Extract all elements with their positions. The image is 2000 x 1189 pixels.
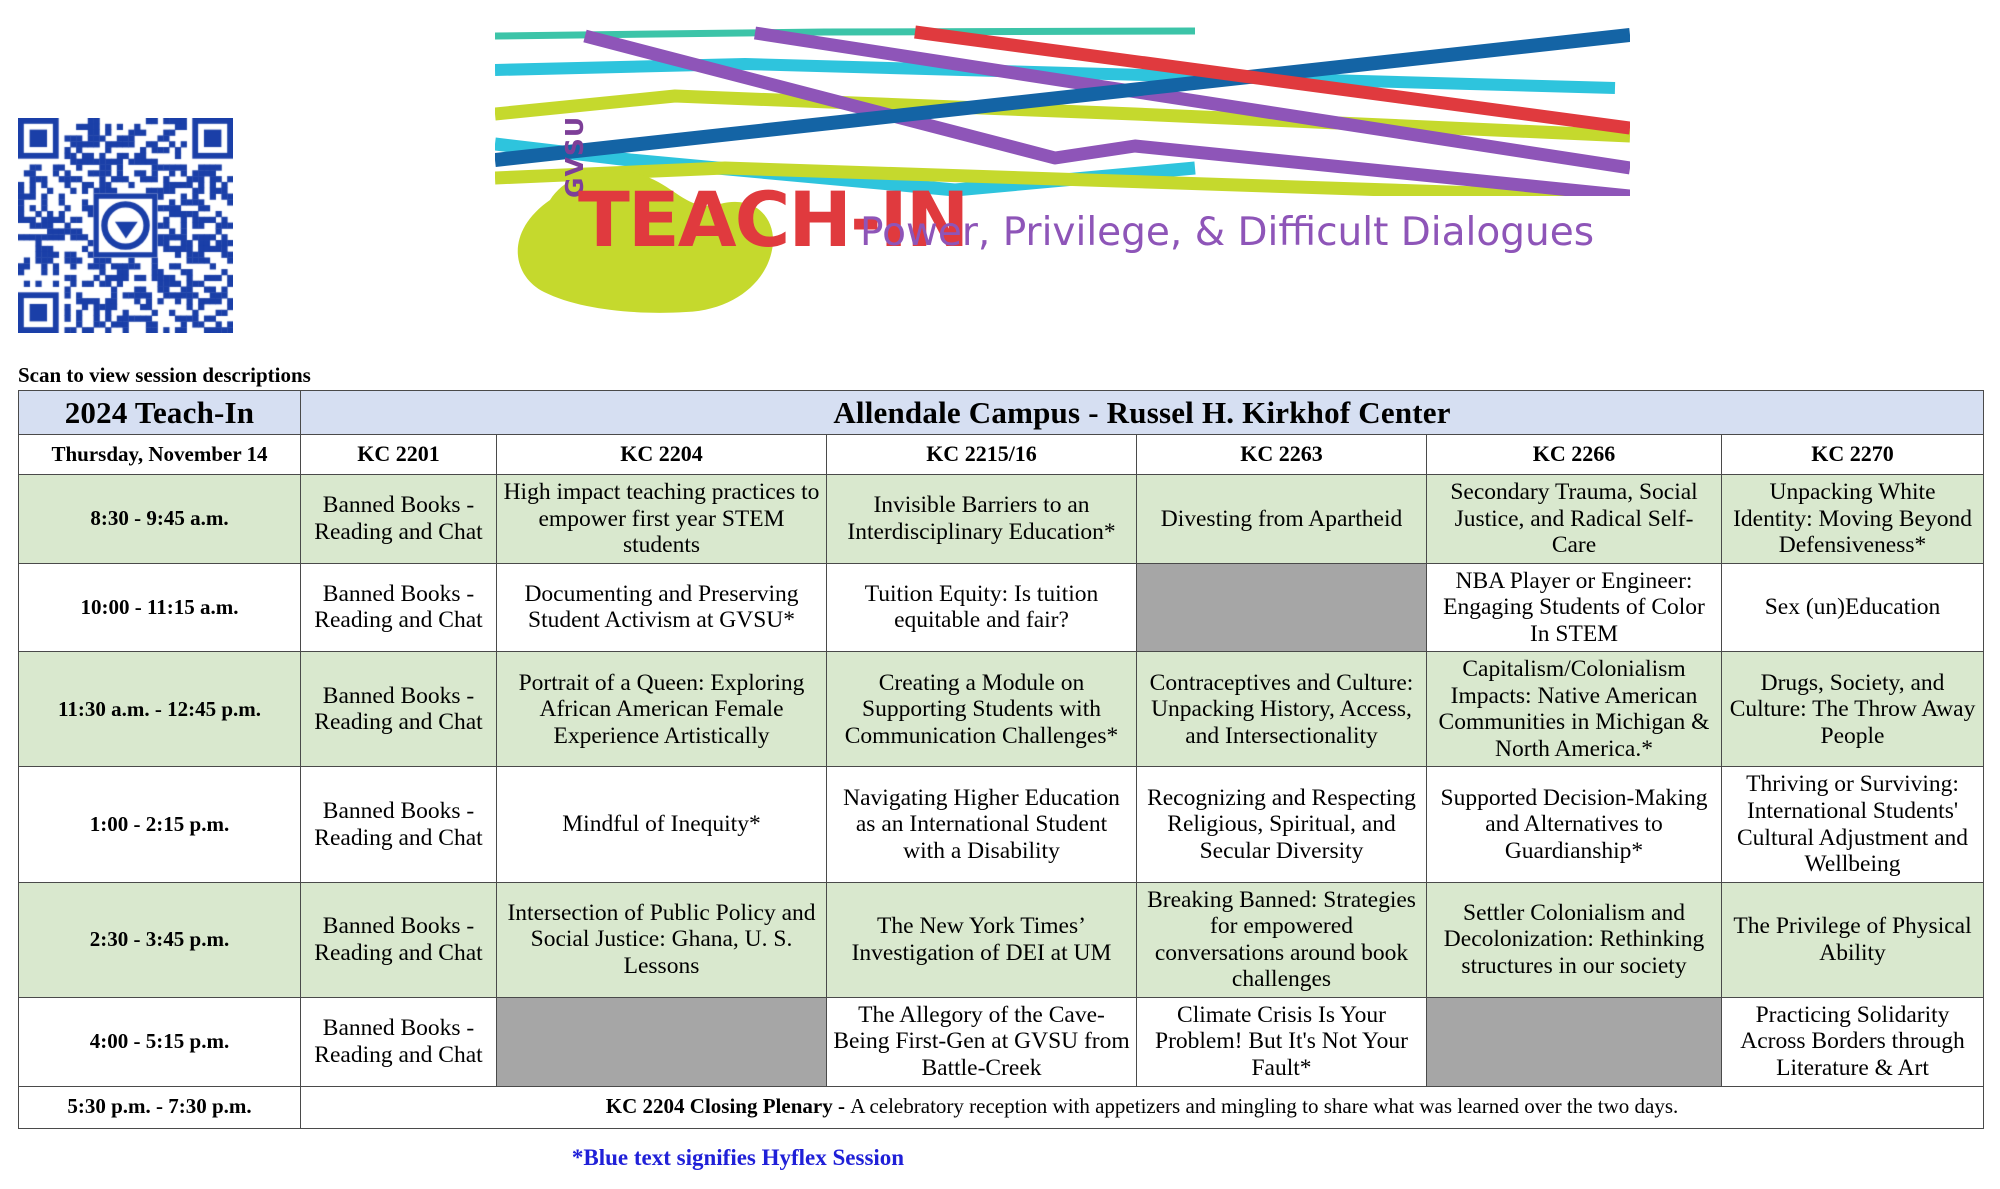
session-cell[interactable]: The Allegory of the Cave-Being First-Gen… — [826, 996, 1137, 1087]
session-cell[interactable]: Banned Books - Reading and Chat — [300, 881, 497, 998]
time-slot-label: 8:30 - 9:45 a.m. — [18, 474, 301, 564]
session-cell[interactable]: Banned Books - Reading and Chat — [300, 562, 497, 653]
table-row: 11:30 a.m. - 12:45 p.m. Banned Books - Re… — [18, 651, 1985, 768]
room-header-2: KC 2215/16 — [826, 434, 1137, 476]
session-cell[interactable]: Banned Books - Reading and Chat — [300, 996, 497, 1087]
header-banner: GVSU TEACH-IN Power, Privilege, & Diffic… — [0, 0, 2000, 355]
session-cell[interactable]: The New York Times’ Investigation of DEI… — [826, 881, 1137, 998]
table-row: 4:00 - 5:15 p.m. Banned Books - Reading a… — [18, 996, 1985, 1087]
teach-in-logo: GVSU TEACH-IN Power, Privilege, & Diffic… — [510, 116, 1594, 315]
session-cell[interactable]: Tuition Equity: Is tuition equitable and… — [826, 562, 1137, 653]
schedule-title: 2024 Teach-In — [18, 389, 301, 436]
session-cell[interactable]: High impact teaching practices to empowe… — [496, 474, 827, 564]
plenary-time: 5:30 p.m. - 7:30 p.m. — [18, 1085, 301, 1129]
session-cell[interactable]: Mindful of Inequity* — [496, 766, 827, 883]
session-cell[interactable]: Practicing Solidarity Across Borders thr… — [1720, 996, 1985, 1087]
time-slot-label: 1:00 - 2:15 p.m. — [18, 766, 301, 883]
session-cell[interactable]: Banned Books - Reading and Chat — [300, 474, 497, 564]
room-header-4: KC 2266 — [1426, 434, 1722, 476]
session-cell[interactable]: Thriving or Surviving: International Stu… — [1720, 766, 1985, 883]
qr-code[interactable] — [18, 118, 233, 333]
logo-teachin-text: TEACH-IN — [578, 175, 969, 264]
schedule-table: 2024 Teach-In Allendale Campus - Russel H… — [18, 389, 1985, 1129]
session-cell[interactable]: Secondary Trauma, Social Justice, and Ra… — [1426, 474, 1722, 564]
session-cell[interactable]: Navigating Higher Education as an Intern… — [826, 766, 1137, 883]
room-header-1: KC 2204 — [496, 434, 827, 476]
time-slot-label: 4:00 - 5:15 p.m. — [18, 996, 301, 1087]
session-cell[interactable]: Breaking Banned: Strategies for empowere… — [1136, 881, 1427, 998]
table-title-row: 2024 Teach-In Allendale Campus - Russel H… — [18, 389, 1985, 436]
time-slot-label: 11:30 a.m. - 12:45 p.m. — [18, 651, 301, 768]
table-row: 1:00 - 2:15 p.m. Banned Books - Reading a… — [18, 766, 1985, 883]
session-cell[interactable]: Banned Books - Reading and Chat — [300, 651, 497, 768]
plenary-description: KC 2204 Closing Plenary - A celebratory … — [299, 1085, 1985, 1129]
session-cell[interactable]: Capitalism/Colonialism Impacts: Native A… — [1426, 651, 1722, 768]
session-cell[interactable]: Portrait of a Queen: Exploring African A… — [496, 651, 827, 768]
session-cell[interactable]: Invisible Barriers to an Interdisciplina… — [826, 474, 1137, 564]
room-header-3: KC 2263 — [1136, 434, 1427, 476]
time-slot-label: 2:30 - 3:45 p.m. — [18, 881, 301, 998]
table-row: 10:00 - 11:15 a.m. Banned Books - Reading… — [18, 562, 1985, 653]
logo-tagline: Power, Privilege, & Difficult Dialogues — [860, 210, 1595, 255]
session-cell[interactable]: Banned Books - Reading and Chat — [300, 766, 497, 883]
session-cell[interactable]: Drugs, Society, and Culture: The Throw A… — [1720, 651, 1985, 768]
schedule-table-wrapper: 2024 Teach-In Allendale Campus - Russel H… — [18, 389, 1985, 1129]
session-cell[interactable]: Climate Crisis Is Your Problem! But It's… — [1136, 996, 1427, 1087]
session-cell[interactable]: The Privilege of Physical Ability — [1720, 881, 1985, 998]
room-header-0: KC 2201 — [300, 434, 497, 476]
campus-title: Allendale Campus - Russel H. Kirkhof Cen… — [299, 389, 1985, 436]
schedule-table-body: 2024 Teach-In Allendale Campus - Russel H… — [18, 389, 1985, 1129]
session-cell[interactable]: Contraceptives and Culture: Unpacking Hi… — [1136, 651, 1427, 768]
lime-blob-shape — [517, 170, 774, 313]
empty-session-cell — [1136, 562, 1427, 653]
hyflex-legend: *Blue text signifies Hyflex Session — [571, 1145, 905, 1170]
session-cell[interactable]: Supported Decision-Making and Alternativ… — [1426, 766, 1722, 883]
session-cell[interactable]: Recognizing and Respecting Religious, Sp… — [1136, 766, 1427, 883]
session-cell[interactable]: Documenting and Preserving Student Activ… — [496, 562, 827, 653]
time-slot-label: 10:00 - 11:15 a.m. — [18, 562, 301, 653]
table-row: 8:30 - 9:45 a.m. Banned Books - Reading a… — [18, 474, 1985, 564]
session-cell[interactable]: Unpacking White Identity: Moving Beyond … — [1720, 474, 1985, 564]
qr-caption: Scan to view session descriptions — [18, 363, 311, 387]
day-label: Thursday, November 14 — [18, 434, 301, 476]
session-cell[interactable]: Settler Colonialism and Decolonization: … — [1426, 881, 1722, 998]
session-cell[interactable]: NBA Player or Engineer: Engaging Student… — [1426, 562, 1722, 653]
table-row: 2:30 - 3:45 p.m. Banned Books - Reading a… — [18, 881, 1985, 998]
session-cell[interactable]: Intersection of Public Policy and Social… — [496, 881, 827, 998]
empty-session-cell — [1426, 996, 1722, 1087]
closing-plenary-row: 5:30 p.m. - 7:30 p.m. KC 2204 Closing Ple… — [18, 1085, 1985, 1129]
session-cell[interactable]: Divesting from Apartheid — [1136, 474, 1427, 564]
session-cell[interactable]: Sex (un)Education — [1720, 562, 1985, 653]
table-header-row: Thursday, November 14 KC 2201 KC 2204 KC 22… — [18, 434, 1985, 476]
qr-code-image — [18, 118, 233, 333]
decorative-lines-graphic — [495, 25, 1630, 196]
room-header-5: KC 2270 — [1720, 434, 1985, 476]
empty-session-cell — [496, 996, 827, 1087]
session-cell[interactable]: Creating a Module on Supporting Students… — [826, 651, 1137, 768]
